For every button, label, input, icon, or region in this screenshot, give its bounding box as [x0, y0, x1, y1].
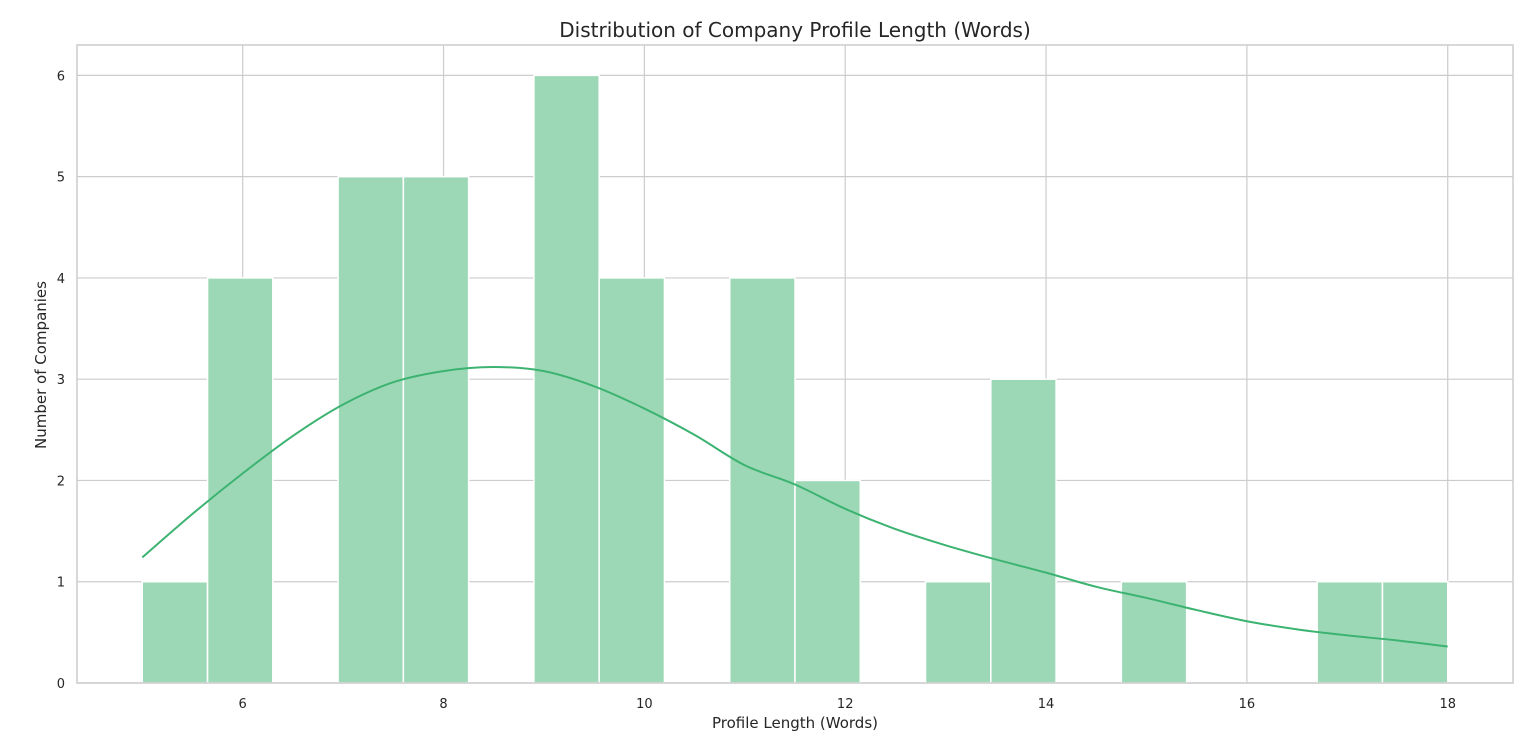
plot-frame [76, 44, 1514, 684]
y-tick-label: 0 [57, 677, 65, 692]
histogram-bar [1381, 580, 1449, 684]
chart-title: Distribution of Company Profile Length (… [559, 18, 1031, 42]
y-tick-label: 5 [57, 171, 65, 186]
x-tick-label: 16 [1239, 697, 1256, 712]
y-tick-label: 6 [57, 69, 65, 84]
grid-lines [77, 45, 1513, 684]
histogram-bar [402, 175, 470, 684]
y-axis-ticks: 0 1 2 3 4 5 6 [57, 69, 65, 692]
y-tick-label: 3 [57, 373, 65, 388]
x-axis-ticks: 6 8 10 12 14 16 18 [239, 697, 1456, 712]
histogram-bar [990, 378, 1057, 684]
histogram-bar [206, 277, 274, 684]
histogram-bar [337, 175, 405, 684]
y-tick-label: 2 [57, 474, 65, 489]
y-tick-label: 1 [57, 576, 65, 591]
x-tick-label: 14 [1038, 697, 1055, 712]
kde-line [141, 366, 1448, 648]
x-tick-label: 8 [439, 697, 447, 712]
histogram-bar [141, 580, 209, 684]
x-axis-label: Profile Length (Words) [712, 714, 878, 732]
histogram-bar [924, 580, 992, 684]
x-tick-label: 10 [636, 697, 653, 712]
x-tick-label: 12 [837, 697, 854, 712]
x-tick-label: 18 [1439, 697, 1456, 712]
histogram-bar [533, 74, 600, 684]
y-axis-label: Number of Companies [32, 281, 50, 449]
histogram-bar [598, 277, 666, 684]
histogram-bar [1120, 580, 1188, 684]
y-tick-label: 4 [57, 272, 65, 287]
histogram-bar [794, 479, 862, 684]
bars-group [141, 74, 1449, 684]
x-tick-label: 6 [239, 697, 247, 712]
